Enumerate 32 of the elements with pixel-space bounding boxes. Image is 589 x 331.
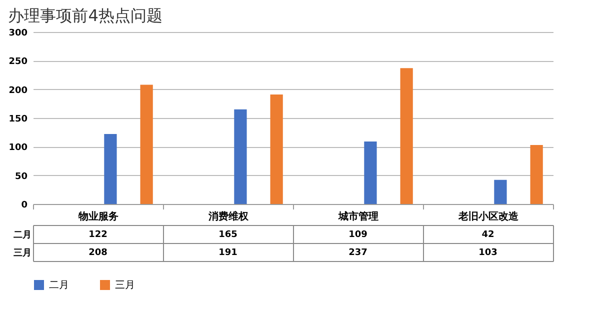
data-label: 165 xyxy=(218,230,238,240)
text: 二月 xyxy=(14,230,32,240)
legend-label: 二月 xyxy=(49,280,69,291)
bar xyxy=(530,144,543,204)
bar xyxy=(400,68,413,204)
text: 三月 xyxy=(14,248,32,258)
y-tick-label: 100 xyxy=(8,143,28,154)
bar xyxy=(140,84,153,204)
bar xyxy=(270,94,283,204)
bar xyxy=(364,142,377,204)
data-label: 208 xyxy=(88,248,108,258)
y-tick-label: 150 xyxy=(8,114,28,124)
legend-label: 三月 xyxy=(115,280,135,291)
y-tick-label: 0 xyxy=(21,200,28,210)
bar xyxy=(234,109,247,204)
data-label: 109 xyxy=(348,230,368,240)
y-tick-label: 50 xyxy=(14,172,28,182)
data-label: 42 xyxy=(482,230,494,240)
data-label: 237 xyxy=(348,248,368,258)
y-tick-label: 300 xyxy=(8,28,28,38)
data-label: 191 xyxy=(218,248,238,258)
y-tick-label: 250 xyxy=(8,57,28,68)
x-tick-label: 物业服务 xyxy=(78,210,118,222)
x-tick-label: 老旧小区改造 xyxy=(458,210,520,222)
data-label: 122 xyxy=(88,230,108,240)
x-tick-label: 消费维权 xyxy=(208,210,250,222)
bar xyxy=(104,134,117,204)
bar xyxy=(494,180,507,204)
x-tick-label: 城市管理 xyxy=(338,210,378,222)
chart-title: 办理事项前4热点问题 xyxy=(8,6,162,25)
data-label: 103 xyxy=(478,248,498,258)
y-tick-label: 200 xyxy=(8,86,28,96)
